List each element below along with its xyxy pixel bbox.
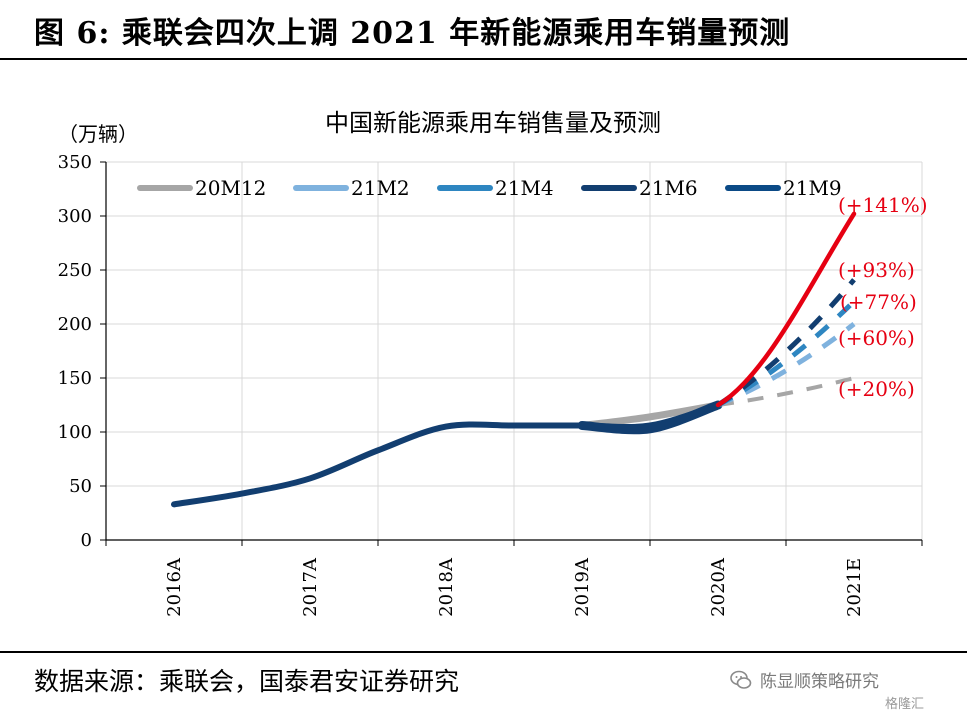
legend-label-21M2: 21M2 xyxy=(351,176,410,200)
line-21M9-forecast xyxy=(715,211,857,408)
figure-title: 图 6: 乘联会四次上调 2021 年新能源乘用车销量预测 xyxy=(34,16,791,51)
growth-label-21M6: (+93%) xyxy=(838,258,915,282)
y-tick-label: 250 xyxy=(58,260,92,281)
y-tick-label: 50 xyxy=(69,476,92,497)
grid-lines xyxy=(106,161,923,540)
line-21M6-forecast xyxy=(716,278,856,408)
chart-title: 中国新能源乘用车销售量及预测 xyxy=(325,109,661,137)
growth-label-20M12: (+20%) xyxy=(838,377,915,401)
growth-annotations: (+20%) (+60%) (+77%) (+93%) (+141%) xyxy=(838,193,928,401)
legend-label-20M12: 20M12 xyxy=(195,176,266,200)
x-tick-label: 2018A xyxy=(436,557,457,617)
x-tick-labels: 2016A 2017A 2018A 2019A 2020A 2021E xyxy=(164,557,865,617)
y-tick-label: 350 xyxy=(58,152,92,173)
x-tick-label: 2016A xyxy=(164,557,185,617)
source-note: 数据来源：乘联会，国泰君安证券研究 xyxy=(34,667,460,696)
legend: 20M12 21M2 21M4 21M6 21M9 xyxy=(137,176,842,200)
x-tick-label: 2017A xyxy=(300,557,321,617)
y-tick-label: 200 xyxy=(58,314,92,335)
x-tick-label: 2021E xyxy=(844,558,865,617)
legend-label-21M9: 21M9 xyxy=(783,176,842,200)
brand-text: 陈显顺策略研究 xyxy=(760,672,879,692)
bottom-rule xyxy=(0,651,967,653)
y-tick-labels: 0 50 100 150 200 250 300 350 xyxy=(58,152,92,551)
series-lines xyxy=(171,211,857,508)
line-history-overlap xyxy=(577,400,723,435)
legend-label-21M4: 21M4 xyxy=(495,176,554,200)
growth-label-21M2: (+60%) xyxy=(838,326,915,350)
brand-label: 陈显顺策略研究 xyxy=(730,667,879,692)
line-20M12-forecast xyxy=(717,376,855,407)
growth-label-21M9: (+141%) xyxy=(838,193,928,217)
y-axis-label: （万辆） xyxy=(58,122,138,146)
y-tick-label: 0 xyxy=(81,530,92,551)
x-tick-label: 2019A xyxy=(572,557,593,617)
growth-label-21M4: (+77%) xyxy=(840,290,917,314)
watermark: 格隆汇 xyxy=(885,697,925,712)
legend-label-21M6: 21M6 xyxy=(639,176,698,200)
top-rule xyxy=(0,58,967,60)
x-tick-label: 2020A xyxy=(708,557,729,617)
y-tick-label: 100 xyxy=(58,422,92,443)
y-tick-label: 150 xyxy=(58,368,92,389)
wechat-icon xyxy=(730,670,752,689)
y-tick-label: 300 xyxy=(58,206,92,227)
axes xyxy=(100,161,923,546)
